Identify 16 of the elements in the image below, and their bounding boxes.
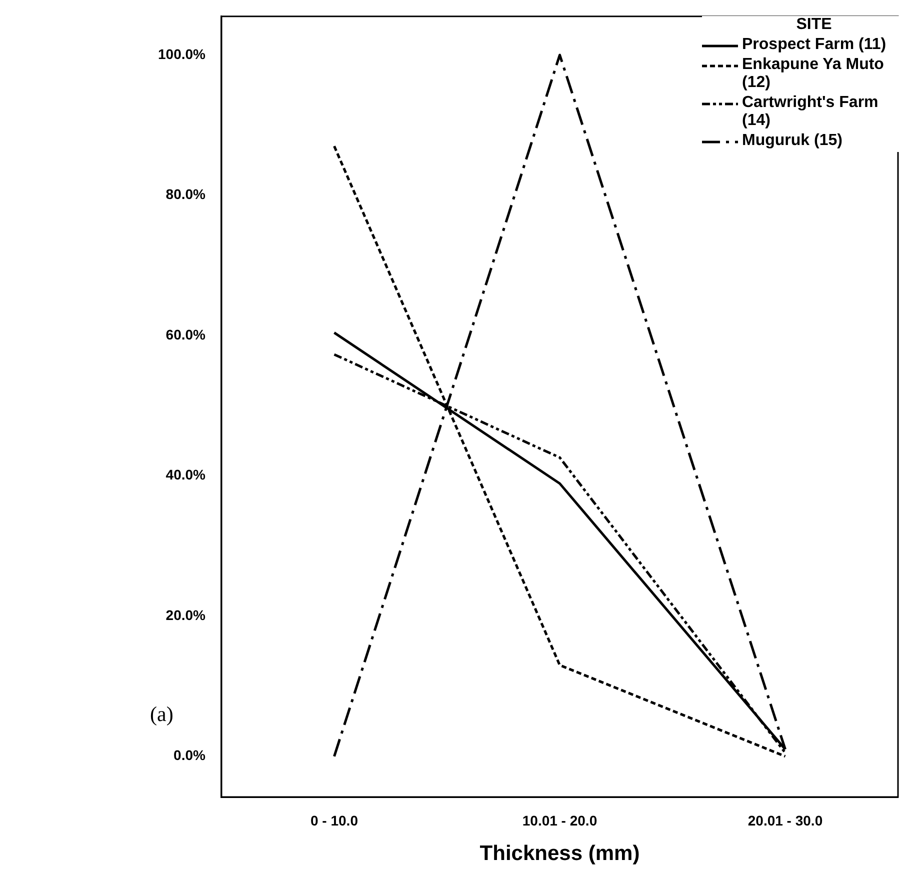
- y-tick-label: 40.0%: [166, 466, 206, 483]
- y-tick-label: 100.0%: [158, 46, 206, 62]
- y-tick-label: 0.0%: [174, 747, 206, 764]
- x-tick-label: 20.01 - 30.0: [748, 812, 823, 828]
- legend-label: Cartwright's Farm (14): [742, 94, 880, 130]
- x-tick-label: 0 - 10.0: [310, 812, 358, 828]
- x-tick-label: 10.01 - 20.0: [522, 812, 598, 828]
- legend-label: Prospect Farm (11): [742, 36, 886, 54]
- legend-label: Enkapune Ya Muto (12): [742, 56, 885, 92]
- text: (a): [150, 702, 174, 727]
- legend-title: SITE: [795, 16, 833, 34]
- x-axis-title: Thickness (mm): [480, 842, 640, 866]
- y-tick-label: 60.0%: [166, 326, 206, 342]
- y-tick-label: 80.0%: [166, 186, 206, 202]
- y-tick-label: 20.0%: [166, 606, 206, 623]
- legend-label: Muguruk (15): [742, 132, 842, 150]
